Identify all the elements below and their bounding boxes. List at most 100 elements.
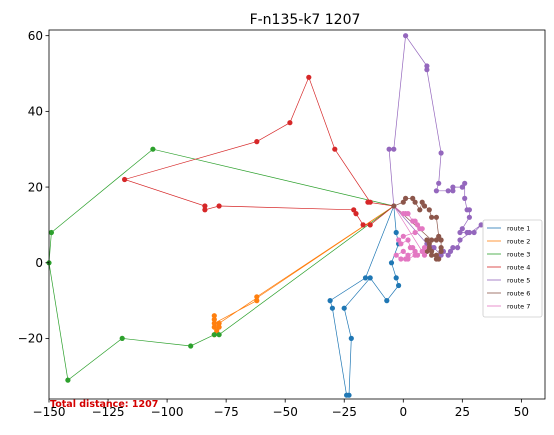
route-6-point: [424, 248, 430, 254]
route-5-point: [447, 248, 454, 254]
route-5-point: [457, 229, 463, 236]
legend-label: route 5: [507, 276, 530, 284]
route-5-point: [466, 207, 472, 213]
route-5-point: [433, 188, 439, 194]
route-5-line: [388, 34, 482, 256]
legend-label: route 3: [507, 250, 530, 258]
route-6-series: [393, 195, 444, 262]
route-6-point: [417, 207, 423, 213]
route-7-point: [400, 233, 406, 239]
route-6-point: [424, 237, 430, 243]
route-7-point: [419, 248, 425, 254]
depot-point: [391, 203, 397, 209]
route-6-point: [429, 252, 435, 258]
route-1-point: [388, 260, 395, 266]
route-6-point: [412, 199, 418, 205]
route-7-point: [412, 229, 418, 236]
route-3-point: [216, 332, 222, 338]
route-1-point: [384, 298, 390, 304]
route-6-point: [419, 199, 425, 205]
route-3-line: [48, 148, 395, 381]
x-tick-label: 0: [399, 405, 407, 419]
route-1-point: [393, 229, 399, 236]
route-7-point: [398, 256, 404, 262]
route-4-point: [332, 146, 338, 152]
route-6-point: [433, 252, 439, 258]
route-2-point: [216, 320, 222, 326]
x-tick-label: −25: [332, 405, 357, 419]
route-1-point: [393, 275, 399, 281]
route-6-point: [400, 199, 406, 205]
chart-title: F-n135-k7 1207: [250, 12, 361, 28]
route-5-point: [403, 33, 409, 39]
route-7-point: [405, 211, 411, 217]
route-2-point: [211, 313, 217, 319]
route-1-point: [327, 298, 333, 304]
route-1-point: [348, 335, 354, 341]
route-5-point: [438, 150, 444, 156]
y-tick-label: 0: [35, 256, 43, 270]
route-5-point: [386, 146, 392, 152]
x-tick-label: 50: [514, 405, 529, 419]
route-4-point: [122, 176, 128, 183]
x-tick-label: 25: [455, 405, 470, 419]
route-5-point: [450, 188, 456, 194]
route-4-series: [122, 74, 395, 228]
y-tick-label: −20: [18, 332, 43, 346]
route-2-point: [254, 298, 260, 304]
route-2-point: [211, 324, 217, 330]
route-5-point: [445, 188, 451, 194]
route-4-point: [353, 211, 359, 217]
route-3-series: [46, 146, 395, 383]
route-6-point: [438, 248, 444, 254]
legend-label: route 2: [507, 237, 530, 245]
route-5-point: [471, 229, 477, 236]
route-1-point: [344, 392, 350, 398]
route-5-point: [462, 195, 468, 201]
route-4-point: [202, 203, 208, 209]
route-7-point: [396, 237, 402, 243]
route-3-point: [65, 377, 71, 383]
route-4-point: [287, 120, 293, 126]
route-6-point: [403, 195, 409, 201]
route-2-point: [211, 320, 217, 326]
route-7-point: [412, 218, 418, 224]
route-7-point: [414, 222, 421, 228]
route-6-point: [410, 195, 416, 201]
route-6-point: [429, 237, 435, 243]
plot-frame: [48, 29, 546, 400]
route-1-point: [362, 275, 369, 281]
route-7-point: [412, 248, 418, 254]
x-tick-label: −100: [151, 405, 184, 419]
route-7-point: [410, 245, 416, 251]
route-5-series: [386, 33, 484, 258]
route-4-point: [360, 222, 366, 228]
route-2-point: [211, 316, 217, 323]
route-1-point: [367, 275, 373, 281]
y-tick-label: 60: [28, 29, 43, 43]
route-4-point: [254, 139, 260, 145]
route-6-point: [433, 237, 439, 243]
x-axis: −150 −125 −100 −75 −50 −25 0 25 50: [33, 399, 529, 419]
route-4-point: [367, 199, 373, 205]
route-4-point: [367, 222, 373, 228]
route-6-point: [429, 248, 435, 254]
y-axis: −20 0 20 40 60: [18, 29, 49, 346]
route-5-point: [391, 146, 397, 152]
route-5-point: [459, 184, 465, 190]
route-2-point: [216, 324, 222, 330]
route-7-point: [419, 226, 425, 232]
route-5-point: [424, 67, 430, 73]
route-4-point: [306, 74, 312, 80]
route-1-point: [341, 305, 347, 311]
total-distance-annotation: Total distance: 1207: [50, 399, 158, 410]
route-6-point: [426, 245, 432, 251]
route-5-point: [462, 180, 468, 186]
route-4-point: [351, 207, 357, 213]
route-5-point: [457, 237, 463, 243]
y-tick-label: 20: [28, 180, 43, 194]
y-tick-label: 40: [28, 105, 43, 119]
route-6-point: [433, 214, 439, 220]
route-6-point: [436, 256, 442, 262]
